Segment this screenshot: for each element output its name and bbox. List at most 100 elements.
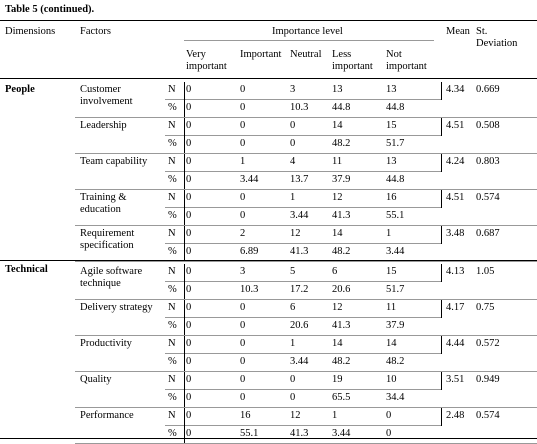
header-level-3: Less bbox=[332, 49, 352, 60]
inner-rule bbox=[165, 207, 441, 208]
factor-rule bbox=[75, 299, 537, 300]
col-divider bbox=[184, 226, 185, 261]
cell-pct-4: 37.9 bbox=[386, 320, 405, 331]
cell-pct-0: 0 bbox=[186, 428, 192, 439]
col-divider bbox=[184, 154, 185, 189]
header-importance-level: Importance level bbox=[272, 26, 343, 37]
cell-pct-3: 48.2 bbox=[332, 246, 351, 257]
mean-divider bbox=[441, 372, 442, 390]
cell-n-4: 15 bbox=[386, 120, 397, 131]
cell-n-3: 14 bbox=[332, 120, 343, 131]
cell-n-4: 11 bbox=[386, 302, 397, 313]
cell-n-0: 0 bbox=[186, 302, 192, 313]
cell-n-2: 6 bbox=[290, 302, 296, 313]
inner-rule bbox=[165, 171, 441, 172]
cell-sd: 0.803 bbox=[476, 156, 500, 167]
row-label-pct: % bbox=[168, 210, 177, 221]
cell-sd: 0.508 bbox=[476, 120, 500, 131]
factor-name: Agile software bbox=[80, 266, 143, 277]
cell-mean: 3.48 bbox=[446, 228, 465, 239]
cell-pct-0: 0 bbox=[186, 210, 192, 221]
cell-n-1: 0 bbox=[240, 338, 246, 349]
cell-pct-0: 0 bbox=[186, 138, 192, 149]
cell-n-0: 0 bbox=[186, 338, 192, 349]
cell-pct-1: 6.89 bbox=[240, 246, 259, 257]
cell-pct-2: 0 bbox=[290, 138, 296, 149]
row-label-n: N bbox=[168, 156, 176, 167]
mean-divider bbox=[441, 336, 442, 354]
col-divider bbox=[184, 190, 185, 225]
cell-pct-0: 0 bbox=[186, 102, 192, 113]
cell-sd: 0.572 bbox=[476, 338, 500, 349]
cell-pct-3: 48.2 bbox=[332, 356, 351, 367]
cell-n-2: 1 bbox=[290, 338, 296, 349]
cell-sd: 0.687 bbox=[476, 228, 500, 239]
cell-n-1: 0 bbox=[240, 84, 246, 95]
header-level-2: Neutral bbox=[290, 49, 322, 60]
col-divider bbox=[184, 264, 185, 299]
factor-rule bbox=[75, 371, 537, 372]
inner-rule bbox=[165, 99, 441, 100]
inner-rule bbox=[165, 389, 441, 390]
cell-mean: 2.48 bbox=[446, 410, 465, 421]
header-level-4: Not bbox=[386, 49, 402, 60]
cell-n-0: 0 bbox=[186, 410, 192, 421]
cell-pct-1: 0 bbox=[240, 102, 246, 113]
header-sd: Deviation bbox=[476, 38, 518, 49]
factor-name: Performance bbox=[80, 410, 134, 421]
cell-n-1: 1 bbox=[240, 156, 246, 167]
cell-n-1: 0 bbox=[240, 120, 246, 131]
section-rule bbox=[0, 260, 537, 261]
cell-pct-3: 65.5 bbox=[332, 392, 351, 403]
cell-n-3: 14 bbox=[332, 228, 343, 239]
cell-n-2: 1 bbox=[290, 192, 296, 203]
cell-n-4: 16 bbox=[386, 192, 397, 203]
cell-pct-3: 37.9 bbox=[332, 174, 351, 185]
inner-rule bbox=[165, 135, 441, 136]
cell-n-1: 3 bbox=[240, 266, 246, 277]
cell-pct-4: 0 bbox=[386, 428, 392, 439]
factor-name: Leadership bbox=[80, 120, 127, 131]
mean-divider bbox=[441, 226, 442, 244]
col-divider bbox=[184, 336, 185, 371]
cell-pct-2: 41.3 bbox=[290, 246, 309, 257]
col-divider bbox=[184, 82, 185, 117]
cell-pct-2: 10.3 bbox=[290, 102, 309, 113]
cell-n-1: 2 bbox=[240, 228, 246, 239]
factor-name: Delivery strategy bbox=[80, 302, 153, 313]
cell-n-0: 0 bbox=[186, 266, 192, 277]
inner-rule bbox=[165, 317, 441, 318]
cell-pct-0: 0 bbox=[186, 356, 192, 367]
dimension-people: People bbox=[5, 84, 35, 95]
cell-pct-0: 0 bbox=[186, 246, 192, 257]
factor-name: Requirement bbox=[80, 228, 135, 239]
cell-pct-0: 0 bbox=[186, 284, 192, 295]
factor-rule bbox=[75, 189, 537, 190]
header-dimensions: Dimensions bbox=[5, 26, 56, 37]
header-level-3: important bbox=[332, 61, 373, 72]
cell-n-2: 12 bbox=[290, 410, 301, 421]
cell-pct-1: 55.1 bbox=[240, 428, 259, 439]
cell-n-4: 0 bbox=[386, 410, 392, 421]
factor-name: education bbox=[80, 204, 121, 215]
cell-mean: 4.13 bbox=[446, 266, 465, 277]
cell-sd: 0.669 bbox=[476, 84, 500, 95]
cell-n-2: 5 bbox=[290, 266, 296, 277]
inner-rule bbox=[165, 353, 441, 354]
row-label-n: N bbox=[168, 338, 176, 349]
cell-pct-3: 20.6 bbox=[332, 284, 351, 295]
cell-pct-1: 0 bbox=[240, 320, 246, 331]
row-label-pct: % bbox=[168, 428, 177, 439]
cell-pct-3: 41.3 bbox=[332, 320, 351, 331]
factor-rule bbox=[75, 153, 537, 154]
cell-pct-2: 3.44 bbox=[290, 210, 309, 221]
cell-n-4: 14 bbox=[386, 338, 397, 349]
cell-pct-1: 0 bbox=[240, 392, 246, 403]
row-label-pct: % bbox=[168, 102, 177, 113]
cell-pct-2: 3.44 bbox=[290, 356, 309, 367]
row-label-pct: % bbox=[168, 138, 177, 149]
row-label-pct: % bbox=[168, 356, 177, 367]
cell-sd: 0.949 bbox=[476, 374, 500, 385]
cell-pct-0: 0 bbox=[186, 174, 192, 185]
cell-pct-4: 55.1 bbox=[386, 210, 405, 221]
